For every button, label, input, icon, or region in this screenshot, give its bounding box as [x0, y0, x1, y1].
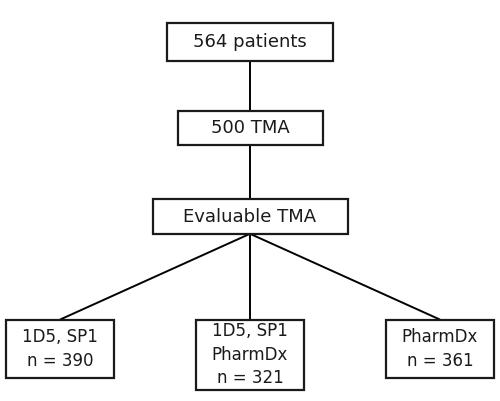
Text: Evaluable TMA: Evaluable TMA	[184, 208, 316, 225]
Text: 500 TMA: 500 TMA	[210, 119, 290, 137]
FancyBboxPatch shape	[168, 23, 332, 61]
FancyBboxPatch shape	[6, 320, 114, 378]
Text: PharmDx
n = 361: PharmDx n = 361	[402, 328, 478, 370]
FancyBboxPatch shape	[178, 111, 322, 145]
Text: 1D5, SP1
PharmDx
n = 321: 1D5, SP1 PharmDx n = 321	[212, 322, 288, 387]
Text: 564 patients: 564 patients	[193, 33, 307, 51]
FancyBboxPatch shape	[152, 199, 348, 233]
FancyBboxPatch shape	[196, 320, 304, 390]
Text: 1D5, SP1
n = 390: 1D5, SP1 n = 390	[22, 328, 98, 370]
FancyBboxPatch shape	[386, 320, 494, 378]
